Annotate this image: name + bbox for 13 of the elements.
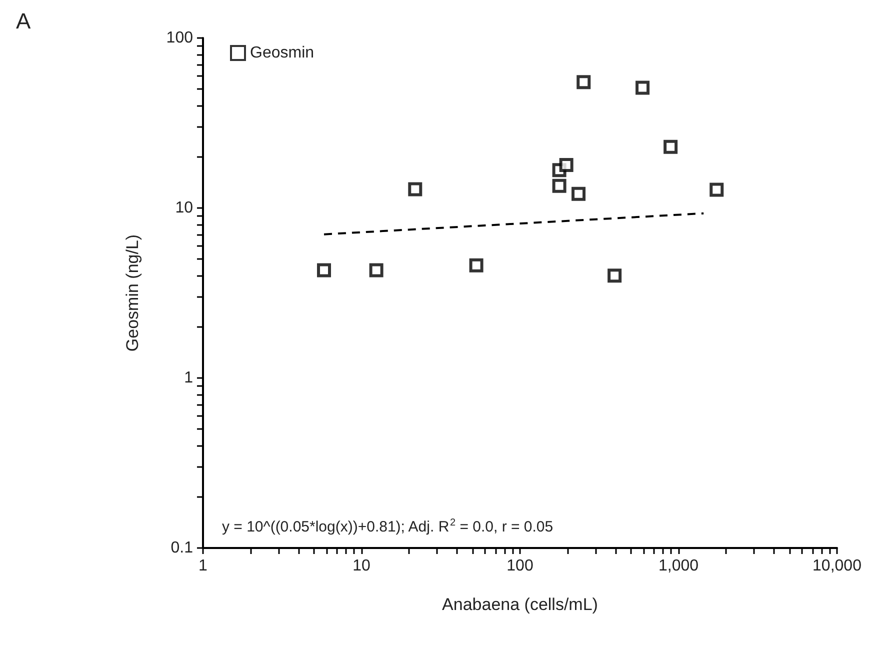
x-tick-label: 100 [506, 558, 534, 574]
text: A [16, 8, 31, 34]
y-axis-title: Geosmin (ng/L) [123, 234, 142, 352]
y-tick-label: 1 [184, 370, 194, 386]
x-tick-label: 10,000 [812, 558, 862, 574]
y-tick-label: 100 [166, 30, 194, 46]
x-tick-label: 1 [198, 558, 208, 574]
y-tick-label: 10 [175, 200, 194, 216]
legend-label: Geosmin [250, 44, 314, 62]
x-axis-title: Anabaena (cells/mL) [442, 595, 598, 614]
x-tick-label: 10 [352, 558, 370, 574]
y-tick-label: 0.1 [170, 540, 194, 556]
x-tick-label: 1,000 [658, 558, 699, 574]
